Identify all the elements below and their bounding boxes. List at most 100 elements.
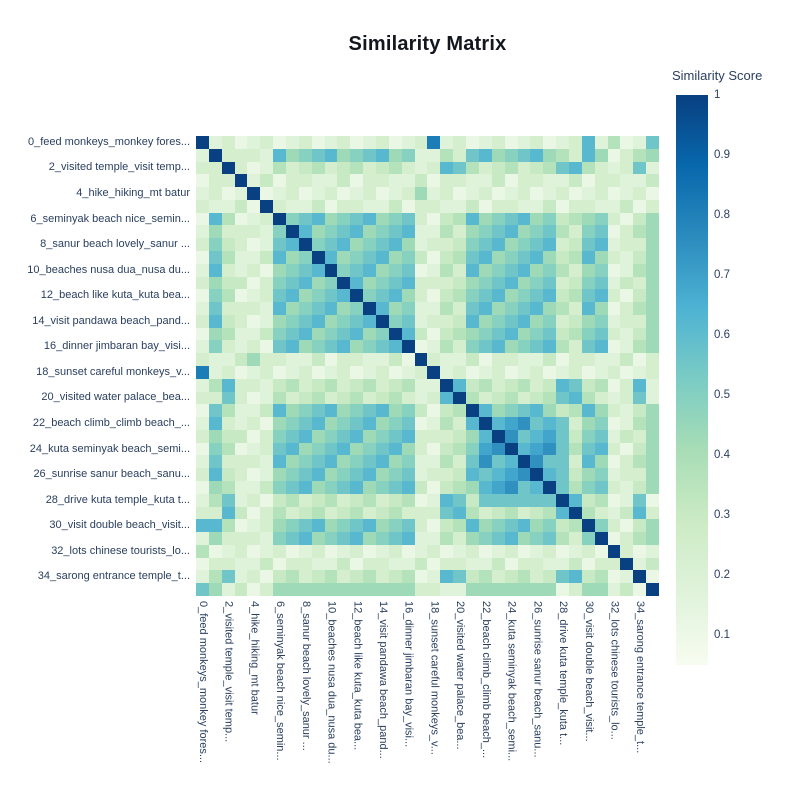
heatmap-cell[interactable] bbox=[517, 327, 531, 341]
heatmap-cell[interactable] bbox=[196, 417, 209, 430]
heatmap-cell[interactable] bbox=[414, 455, 428, 469]
heatmap-cell[interactable] bbox=[414, 225, 428, 239]
heatmap-cell[interactable] bbox=[581, 250, 595, 264]
heatmap-cell[interactable] bbox=[273, 250, 287, 264]
heatmap-cell[interactable] bbox=[208, 442, 222, 456]
heatmap-cell[interactable] bbox=[581, 493, 595, 507]
heatmap-cell[interactable] bbox=[311, 455, 325, 469]
heatmap-cell[interactable] bbox=[376, 417, 389, 430]
heatmap-cell[interactable] bbox=[478, 519, 492, 533]
heatmap-cell[interactable] bbox=[376, 519, 389, 533]
heatmap-cell[interactable] bbox=[504, 148, 518, 162]
heatmap-cell[interactable] bbox=[337, 340, 351, 354]
heatmap-cell[interactable] bbox=[543, 314, 557, 328]
heatmap-cell[interactable] bbox=[196, 442, 209, 456]
heatmap-cell[interactable] bbox=[466, 353, 479, 366]
heatmap-cell[interactable] bbox=[414, 136, 428, 149]
heatmap-cell[interactable] bbox=[298, 238, 312, 251]
heatmap-cell[interactable] bbox=[620, 225, 634, 239]
heatmap-cell[interactable] bbox=[260, 519, 274, 533]
heatmap-cell[interactable] bbox=[440, 353, 454, 366]
heatmap-cell[interactable] bbox=[466, 212, 479, 226]
heatmap-cell[interactable] bbox=[556, 455, 569, 469]
heatmap-cell[interactable] bbox=[646, 570, 659, 584]
heatmap-cell[interactable] bbox=[478, 148, 492, 162]
heatmap-cell[interactable] bbox=[466, 314, 479, 328]
heatmap-cell[interactable] bbox=[568, 302, 582, 315]
heatmap-cell[interactable] bbox=[247, 493, 261, 507]
heatmap-cell[interactable] bbox=[350, 174, 364, 188]
heatmap-cell[interactable] bbox=[196, 340, 209, 354]
heatmap-cell[interactable] bbox=[260, 532, 274, 545]
heatmap-cell[interactable] bbox=[543, 544, 557, 558]
heatmap-cell[interactable] bbox=[196, 289, 209, 303]
heatmap-cell[interactable] bbox=[311, 327, 325, 341]
heatmap-cell[interactable] bbox=[466, 225, 479, 239]
heatmap-cell[interactable] bbox=[594, 378, 608, 392]
heatmap-cell[interactable] bbox=[376, 544, 389, 558]
heatmap-cell[interactable] bbox=[594, 187, 608, 200]
heatmap-cell[interactable] bbox=[196, 314, 209, 328]
heatmap-cell[interactable] bbox=[350, 404, 364, 418]
heatmap-cell[interactable] bbox=[478, 378, 492, 392]
heatmap-cell[interactable] bbox=[491, 544, 505, 558]
heatmap-cell[interactable] bbox=[504, 480, 518, 494]
heatmap-cell[interactable] bbox=[466, 187, 479, 200]
heatmap-cell[interactable] bbox=[196, 429, 209, 443]
heatmap-cell[interactable] bbox=[620, 199, 634, 213]
heatmap-cell[interactable] bbox=[350, 532, 364, 545]
heatmap-cell[interactable] bbox=[337, 557, 351, 571]
heatmap-cell[interactable] bbox=[530, 506, 544, 520]
heatmap-cell[interactable] bbox=[504, 212, 518, 226]
heatmap-cell[interactable] bbox=[286, 148, 299, 162]
heatmap-cell[interactable] bbox=[363, 327, 377, 341]
heatmap-cell[interactable] bbox=[633, 289, 647, 303]
heatmap-cell[interactable] bbox=[208, 455, 222, 469]
heatmap-cell[interactable] bbox=[556, 238, 569, 251]
heatmap-cell[interactable] bbox=[363, 583, 377, 596]
heatmap-cell[interactable] bbox=[208, 250, 222, 264]
heatmap-cell[interactable] bbox=[414, 532, 428, 545]
heatmap-cell[interactable] bbox=[234, 480, 248, 494]
heatmap-cell[interactable] bbox=[208, 161, 222, 175]
heatmap-cell[interactable] bbox=[427, 212, 441, 226]
heatmap-cell[interactable] bbox=[298, 353, 312, 366]
heatmap-cell[interactable] bbox=[646, 378, 659, 392]
heatmap-cell[interactable] bbox=[504, 353, 518, 366]
heatmap-cell[interactable] bbox=[633, 199, 647, 213]
heatmap-cell[interactable] bbox=[298, 544, 312, 558]
heatmap-cell[interactable] bbox=[234, 583, 248, 596]
heatmap-cell[interactable] bbox=[504, 187, 518, 200]
heatmap-cell[interactable] bbox=[324, 148, 338, 162]
heatmap-cell[interactable] bbox=[221, 442, 235, 456]
heatmap-cell[interactable] bbox=[273, 302, 287, 315]
heatmap-cell[interactable] bbox=[581, 327, 595, 341]
heatmap-cell[interactable] bbox=[568, 455, 582, 469]
heatmap-cell[interactable] bbox=[298, 263, 312, 277]
heatmap-cell[interactable] bbox=[196, 302, 209, 315]
heatmap-cell[interactable] bbox=[376, 480, 389, 494]
heatmap-cell[interactable] bbox=[363, 161, 377, 175]
heatmap-cell[interactable] bbox=[260, 340, 274, 354]
heatmap-cell[interactable] bbox=[350, 557, 364, 571]
heatmap-cell[interactable] bbox=[517, 365, 531, 379]
heatmap-cell[interactable] bbox=[208, 148, 222, 162]
heatmap-cell[interactable] bbox=[427, 544, 441, 558]
heatmap-cell[interactable] bbox=[427, 187, 441, 200]
heatmap-cell[interactable] bbox=[581, 276, 595, 290]
heatmap-cell[interactable] bbox=[607, 442, 621, 456]
heatmap-cell[interactable] bbox=[298, 532, 312, 545]
heatmap-cell[interactable] bbox=[273, 365, 287, 379]
heatmap-cell[interactable] bbox=[298, 557, 312, 571]
heatmap-cell[interactable] bbox=[376, 250, 389, 264]
heatmap-cell[interactable] bbox=[530, 391, 544, 405]
heatmap-cell[interactable] bbox=[234, 263, 248, 277]
heatmap-cell[interactable] bbox=[453, 442, 467, 456]
heatmap-cell[interactable] bbox=[440, 225, 454, 239]
heatmap-cell[interactable] bbox=[568, 263, 582, 277]
heatmap-cell[interactable] bbox=[543, 148, 557, 162]
heatmap-cell[interactable] bbox=[440, 417, 454, 430]
heatmap-cell[interactable] bbox=[337, 238, 351, 251]
heatmap-cell[interactable] bbox=[594, 455, 608, 469]
heatmap-cell[interactable] bbox=[568, 365, 582, 379]
